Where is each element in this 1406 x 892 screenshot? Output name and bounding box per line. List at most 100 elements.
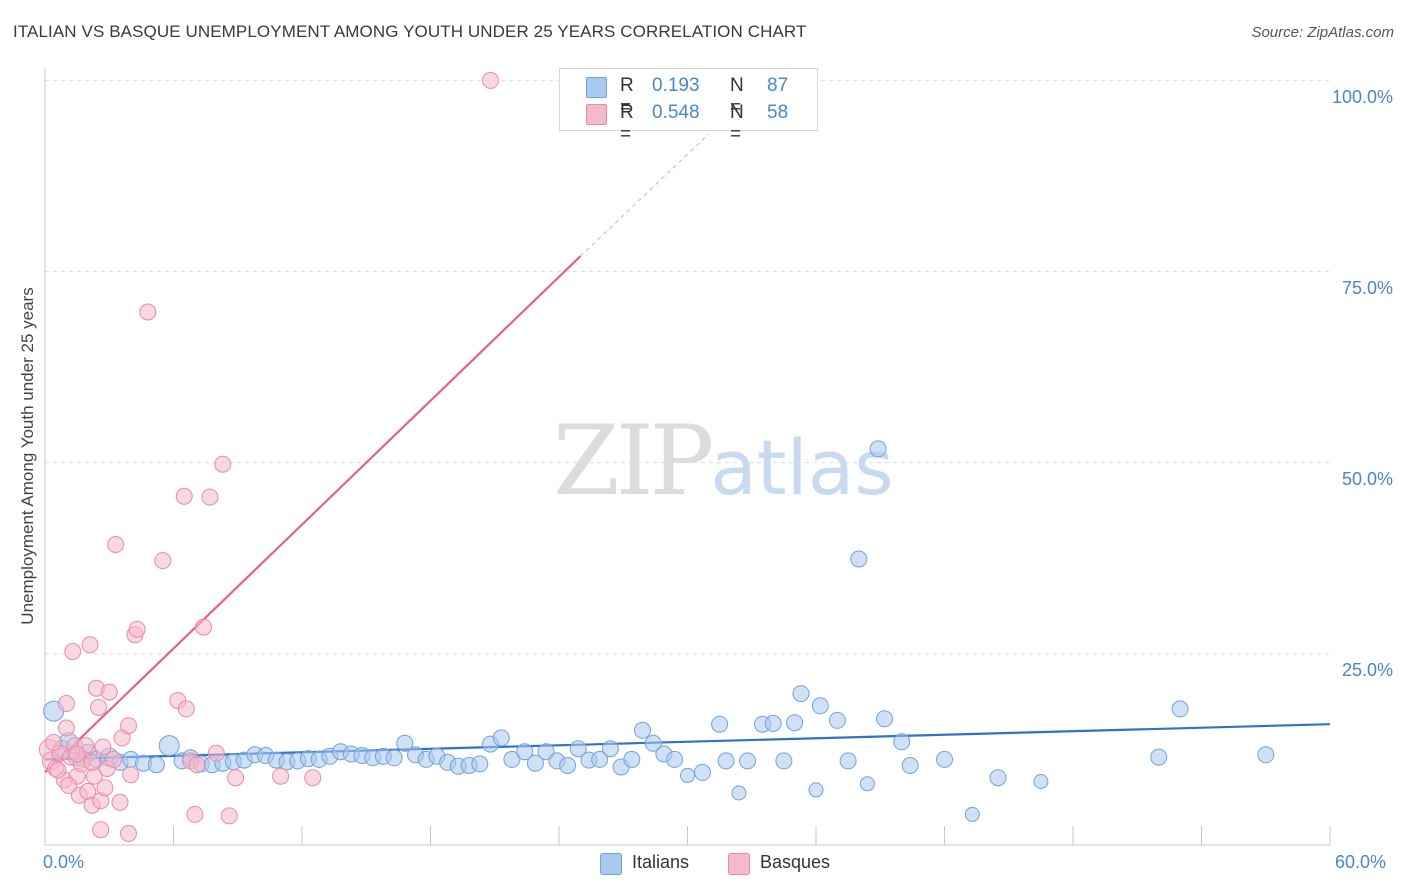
point-basques-8	[64, 643, 82, 660]
y-axis-label: Unemployment Among Youth under 25 years	[18, 287, 37, 625]
trend-lines	[44, 133, 1331, 774]
point-italians-54	[623, 750, 641, 768]
point-italians-58	[666, 750, 684, 768]
point-italians-73	[839, 752, 857, 770]
point-italians-64	[739, 752, 756, 770]
point-basques-51	[49, 761, 67, 779]
point-basques-30	[122, 766, 140, 784]
point-italians-74	[850, 550, 868, 568]
point-italians-79	[901, 757, 919, 774]
point-italians-68	[786, 714, 804, 732]
watermark-atlas: atlas	[710, 423, 894, 512]
point-basques-42	[195, 618, 212, 636]
point-italians-51	[591, 750, 609, 768]
italians-r-value: 0.193	[652, 75, 700, 96]
italians-legend-label: Italians	[632, 852, 690, 872]
point-basques-40	[186, 805, 204, 823]
point-italians-49	[569, 740, 587, 758]
point-basques-34	[139, 303, 157, 321]
basques-legend-label: Basques	[760, 852, 831, 872]
point-italians-84	[1150, 748, 1168, 766]
point-italians-78	[893, 733, 911, 751]
point-italians-75	[859, 776, 875, 792]
point-italians-61	[711, 715, 729, 733]
point-basques-56	[68, 745, 86, 763]
point-basques-53	[94, 738, 112, 756]
italians-swatch	[586, 77, 607, 98]
italians-r-label: R =	[620, 75, 634, 118]
basques-swatch	[586, 104, 607, 125]
point-basques-35	[154, 552, 172, 570]
source-credit: Source: ZipAtlas.com	[1251, 24, 1394, 41]
watermark: ZIPatlas	[553, 405, 894, 517]
trend-line-basques-extension	[580, 133, 710, 257]
point-italians-83	[1033, 774, 1049, 789]
point-italians-45	[526, 754, 544, 772]
point-italians-60	[694, 763, 711, 781]
point-italians-43	[503, 750, 521, 768]
point-italians-76	[869, 440, 887, 458]
point-italians-48	[559, 757, 577, 774]
point-basques-25	[105, 750, 122, 768]
grid-lines	[45, 79, 1330, 655]
point-basques-46	[220, 807, 238, 825]
point-basques-19	[90, 698, 107, 716]
point-basques-15	[81, 636, 99, 654]
point-italians-56	[644, 734, 662, 752]
correlation-legend: R = 0.193 N = 87 R = 0.548 N = 58	[559, 68, 818, 145]
basques-r-label: R =	[620, 102, 634, 145]
point-basques-49	[304, 769, 322, 787]
point-italians-11	[158, 735, 180, 757]
point-italians-46	[537, 743, 555, 761]
point-italians-40	[471, 755, 489, 773]
point-italians-70	[808, 782, 824, 798]
x-tick-max: 60.0%	[1335, 852, 1387, 872]
point-italians-81	[964, 806, 980, 822]
point-italians-85	[1171, 700, 1189, 718]
point-basques-29	[120, 825, 137, 842]
point-basques-37	[175, 487, 193, 505]
point-basques-54	[45, 734, 63, 751]
point-italians-67	[775, 752, 793, 770]
point-italians-69	[792, 685, 810, 703]
point-basques-31	[120, 717, 137, 735]
point-italians-71	[811, 697, 829, 715]
trend-line-italians	[44, 723, 1331, 761]
point-basques-57	[83, 753, 101, 771]
point-basques-33	[128, 620, 146, 638]
point-italians-33	[396, 734, 414, 752]
point-basques-48	[272, 767, 290, 785]
point-italians-62	[717, 752, 735, 770]
italians-n-value: 87	[767, 75, 789, 96]
y-tick-75: 75.0%	[1341, 278, 1393, 298]
point-basques-20	[92, 821, 110, 839]
point-basques-6	[57, 719, 75, 737]
point-basques-26	[107, 536, 125, 553]
point-basques-24	[100, 683, 118, 701]
point-basques-45	[214, 455, 232, 473]
point-italians-55	[634, 721, 651, 739]
point-italians-63	[731, 785, 747, 801]
basques-n-label: N =	[730, 102, 744, 145]
chart-title: ITALIAN VS BASQUE UNEMPLOYMENT AMONG YOU…	[13, 22, 807, 41]
point-italians-66	[764, 714, 782, 732]
x-tick-min: 0.0%	[43, 852, 85, 872]
y-tick-100: 100.0%	[1331, 87, 1393, 107]
basques-r-value: 0.548	[652, 102, 700, 123]
point-basques-50	[482, 71, 499, 89]
point-italians-86	[1257, 746, 1275, 764]
point-basques-55	[60, 776, 78, 794]
basques-legend-swatch	[728, 853, 750, 875]
point-basques-47	[227, 769, 245, 787]
point-basques-44	[207, 744, 225, 762]
point-italians-82	[989, 769, 1007, 787]
point-basques-5	[57, 695, 75, 712]
point-basques-41	[188, 756, 206, 774]
point-basques-27	[111, 793, 129, 811]
point-basques-22	[96, 779, 114, 797]
y-tick-50: 50.0%	[1341, 469, 1393, 489]
point-italians-10	[147, 756, 165, 774]
point-italians-42	[492, 729, 510, 747]
point-italians-32	[385, 749, 403, 767]
